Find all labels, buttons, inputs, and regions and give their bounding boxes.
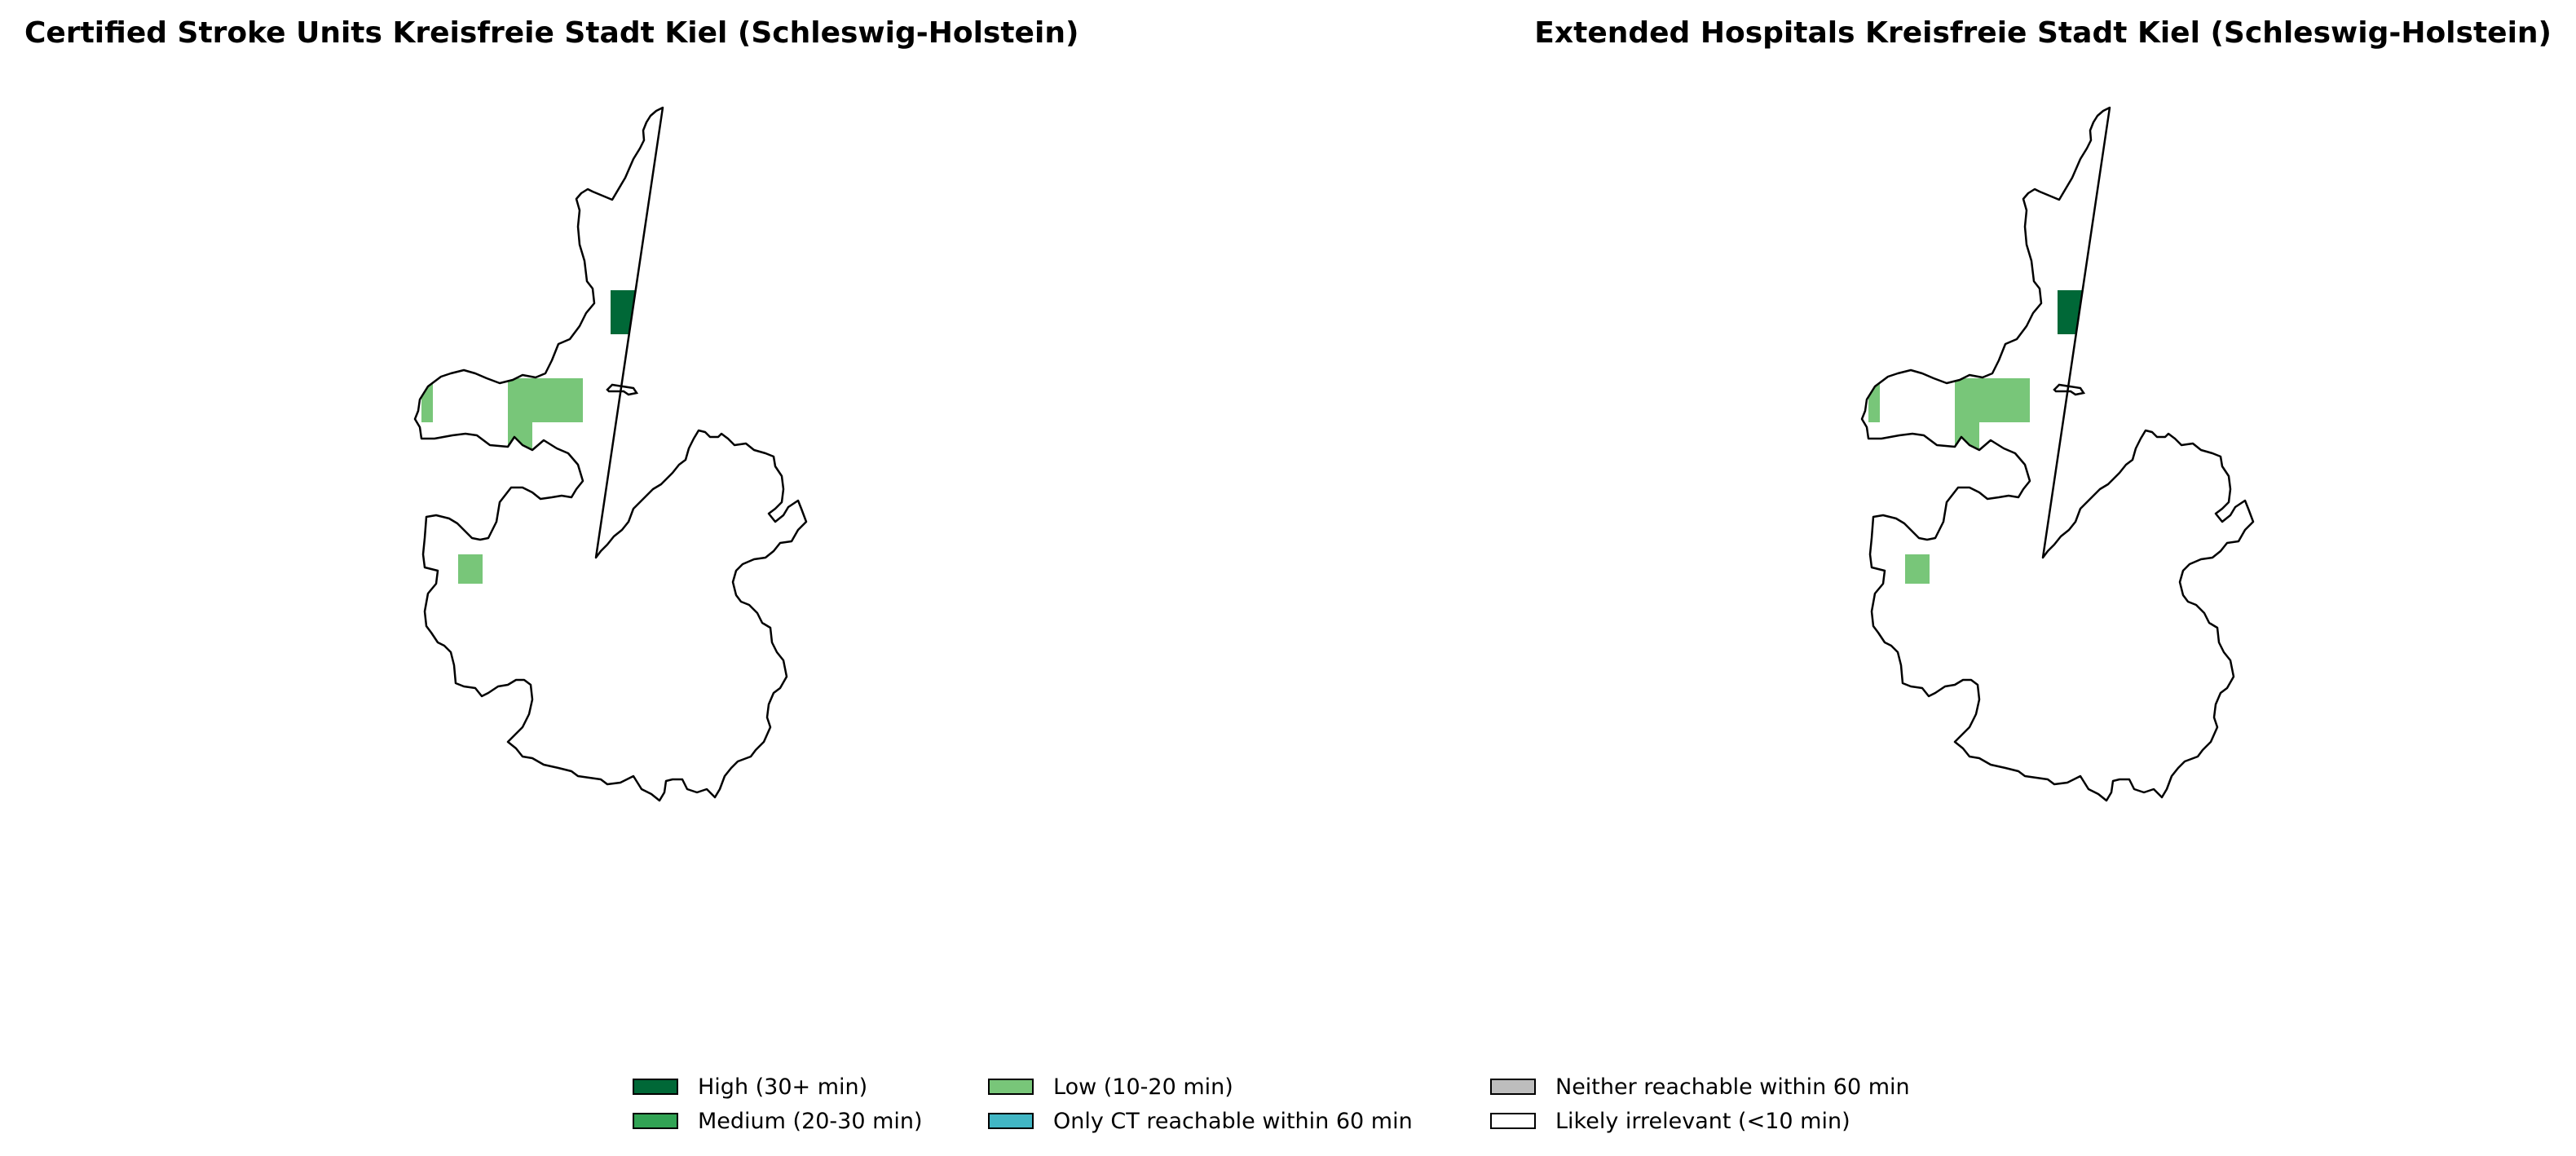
map-cell (1806, 554, 1855, 598)
legend-label-irrelevant: Likely irrelevant (<10 min) (1555, 1108, 1850, 1134)
legend-swatch-medium (633, 1113, 678, 1129)
legend-column-3: Neither reachable within 60 min Likely i… (1490, 1070, 1910, 1138)
legend-label-low: Low (10-20 min) (1053, 1074, 1233, 1100)
legend-label-medium: Medium (20-30 min) (698, 1108, 923, 1134)
map-cell (359, 554, 408, 598)
legend-label-high: High (30+ min) (698, 1074, 868, 1100)
map-cell (508, 422, 532, 466)
map-cell (2137, 204, 2162, 248)
legend-swatch-ct-only (988, 1113, 1034, 1129)
kiel-boundary (413, 106, 808, 802)
map-cell (690, 204, 715, 248)
legend-item-high: High (30+ min) (633, 1070, 923, 1104)
kiel-fjord-pier (606, 383, 639, 396)
legend-swatch-high (633, 1079, 678, 1095)
legend-column-2: Low (10-20 min) Only CT reachable within… (988, 1070, 1413, 1138)
map-stroke-units (359, 106, 808, 802)
legend-column-1: High (30+ min) Medium (20-30 min) (633, 1070, 923, 1138)
legend-item-neither: Neither reachable within 60 min (1490, 1070, 1910, 1104)
map-cell (1955, 422, 1979, 466)
legend-item-irrelevant: Likely irrelevant (<10 min) (1490, 1104, 1910, 1138)
legend-label-neither: Neither reachable within 60 min (1555, 1074, 1910, 1100)
map-extended-hospitals (1806, 106, 2255, 802)
legend-swatch-neither (1490, 1079, 1536, 1095)
legend-item-ct-only: Only CT reachable within 60 min (988, 1104, 1413, 1138)
panel-title-stroke-units: Certified Stroke Units Kreisfreie Stadt … (24, 16, 1079, 50)
map-cell (508, 378, 583, 422)
map-cell (1955, 378, 2030, 422)
legend-swatch-low (988, 1079, 1034, 1095)
kiel-fjord-pier (2053, 383, 2086, 396)
kiel-boundary (1860, 106, 2255, 802)
legend-swatch-irrelevant (1490, 1113, 1536, 1129)
panel-title-extended-hospitals: Extended Hospitals Kreisfreie Stadt Kiel… (1534, 16, 2552, 50)
legend-item-medium: Medium (20-30 min) (633, 1104, 923, 1138)
legend-item-low: Low (10-20 min) (988, 1070, 1413, 1104)
map-cell (458, 554, 483, 584)
map-cell (1905, 554, 1930, 584)
legend: High (30+ min) Medium (20-30 min) Low (1… (633, 1070, 1969, 1151)
legend-label-ct-only: Only CT reachable within 60 min (1053, 1108, 1413, 1134)
